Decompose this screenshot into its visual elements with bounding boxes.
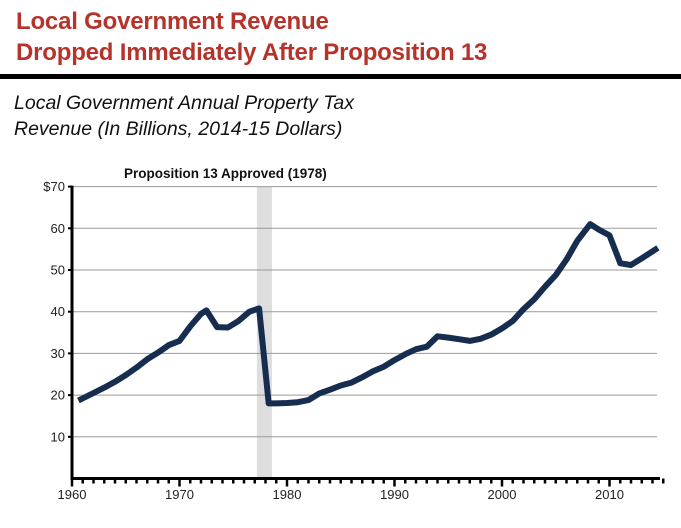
series-layer xyxy=(77,221,660,407)
y-tick-label: 50 xyxy=(51,263,65,278)
y-tick-label: 30 xyxy=(51,346,65,361)
x-tick-label: 1970 xyxy=(165,487,194,502)
chart-title-line-1: Local Government Revenue xyxy=(16,8,329,35)
y-tick-label: 40 xyxy=(51,304,65,319)
chart-title: Local Government Revenue Dropped Immedia… xyxy=(16,6,487,68)
tick-labels: 10 20 30 40 50 60 $70 1960 1970 1980 1990 2000 2010 xyxy=(43,179,624,502)
gridlines xyxy=(72,186,657,438)
chart-subtitle-line-2: Revenue (In Billions, 2014-15 Dollars) xyxy=(14,118,343,140)
chart-subtitle: Local Government Annual Property Tax Rev… xyxy=(14,90,354,142)
y-tick-label: $70 xyxy=(43,179,65,194)
x-tick-label: 2000 xyxy=(488,487,517,502)
y-tick-label: 60 xyxy=(51,221,65,236)
proposition-13-annotation: Proposition 13 Approved (1978) xyxy=(124,166,327,181)
series-line-property-tax-revenue xyxy=(77,221,660,407)
chart-title-line-2: Dropped Immediately After Proposition 13 xyxy=(16,39,488,66)
x-tick-label: 2010 xyxy=(595,487,624,502)
x-tick-label: 1990 xyxy=(380,487,409,502)
y-tick-label: 10 xyxy=(51,429,65,444)
chart-subtitle-line-1: Local Government Annual Property Tax xyxy=(14,92,354,114)
y-tick-label: 20 xyxy=(51,388,65,403)
axes xyxy=(68,185,665,487)
x-tick-label: 1960 xyxy=(58,487,87,502)
x-tick-label: 1980 xyxy=(273,487,302,502)
title-divider xyxy=(0,74,681,79)
